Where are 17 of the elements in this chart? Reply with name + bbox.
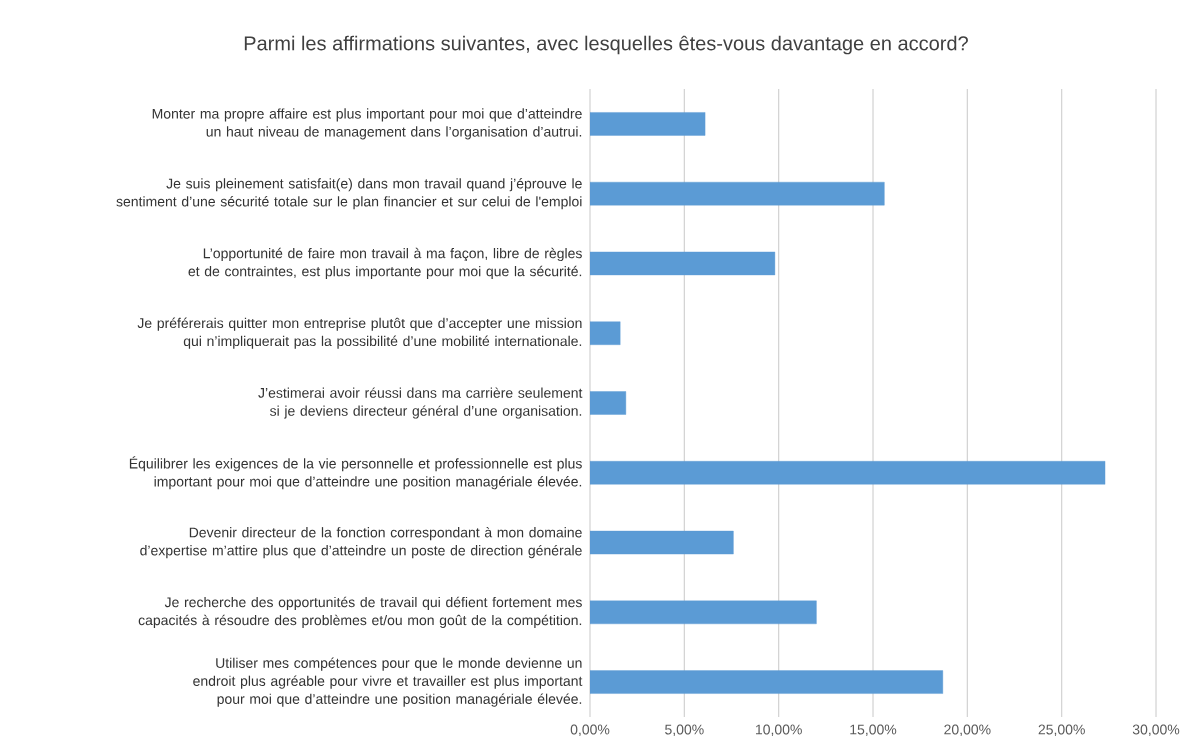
y-tick-label: J’estimerai avoir réussi dans ma carrière seulement si je deviens directeur général d’une organisation. (258, 387, 583, 419)
x-tick-label: 0,00% (570, 724, 610, 737)
x-tick-label: 10,00% (756, 724, 802, 737)
y-tick-label: Équilibrer les exigences de la vie personnelle et professionnelle est plus important pour moi que d’atteindre une position managériale élevée. (129, 456, 582, 490)
chart-title: Parmi les affirmations suivantes, avec lesquelles êtes-vous davantage en accord? (244, 35, 968, 55)
y-tick-label: L’opportunité de faire mon travail à ma façon, libre de règles et de contraintes, est plus importante pour moi que la sécurité. (188, 247, 582, 280)
y-tick-label: Utiliser mes compétences pour que le monde devienne un endroit plus agréable pour vivre et travailler est plus important pour moi que d’atteindre une position managériale élevée. (193, 657, 583, 707)
y-tick-label: Je suis pleinement satisfait(e) dans mon travail quand j’éprouve le sentiment d’une sécurité totale sur le plan financier et sur celui de l'emploi (116, 178, 582, 210)
y-tick-label: Je préférerais quitter mon entreprise plutôt que d’accepter une mission qui n’impliquerait pas la possibilité d’une mobilité internationale. (137, 317, 582, 349)
y-tick-label: Devenir directeur de la fonction correspondant à mon domaine d’expertise m’attire plus que d’atteindre un poste de direction générale (140, 526, 582, 559)
x-tick-label: 5,00% (665, 724, 704, 737)
x-tick-label: 25,00% (1038, 724, 1085, 737)
y-tick-label: Monter ma propre affaire est plus important pour moi que d’atteindre un haut niveau de management dans l’organisation d’autrui. (152, 108, 582, 140)
x-tick-label: 30,00% (1132, 724, 1180, 737)
y-tick-label: Je recherche des opportunités de travail qui défient fortement mes capacités à résoudre des problèmes et/ou mon goût de la compétition. (138, 596, 582, 628)
x-tick-label: 20,00% (944, 724, 991, 737)
x-tick-label: 15,00% (850, 724, 897, 737)
